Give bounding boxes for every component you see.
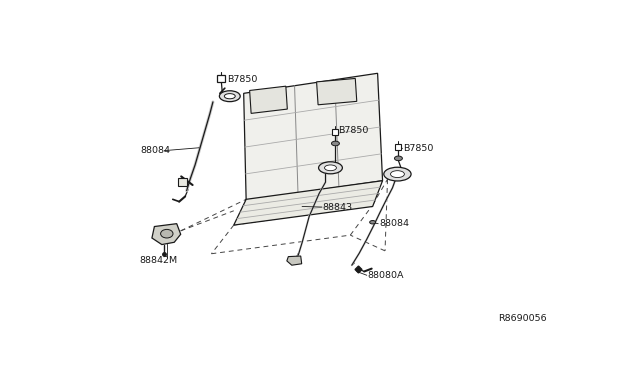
Text: 88080A: 88080A [367,271,404,280]
Polygon shape [152,224,180,244]
Polygon shape [250,86,287,113]
Text: R8690056: R8690056 [498,314,547,323]
Text: B7850: B7850 [403,144,434,153]
Text: B7850: B7850 [338,126,368,135]
Text: 88843: 88843 [322,202,352,212]
Polygon shape [244,73,383,201]
Ellipse shape [384,167,411,181]
Circle shape [370,221,376,224]
Ellipse shape [225,94,236,99]
Ellipse shape [390,171,404,177]
Polygon shape [234,181,383,225]
Text: 88084: 88084 [141,146,170,155]
Ellipse shape [324,165,337,171]
Bar [332,129,339,135]
Bar [178,178,187,186]
Circle shape [332,141,339,146]
Polygon shape [317,78,356,105]
Text: 88084: 88084 [379,219,409,228]
Text: 88842M: 88842M [140,256,177,265]
Text: B7850: B7850 [227,75,258,84]
Bar [396,144,401,150]
Circle shape [394,156,403,161]
Polygon shape [287,256,301,265]
Bar [218,75,225,82]
Ellipse shape [161,230,173,238]
Ellipse shape [319,162,342,174]
Ellipse shape [220,91,240,102]
